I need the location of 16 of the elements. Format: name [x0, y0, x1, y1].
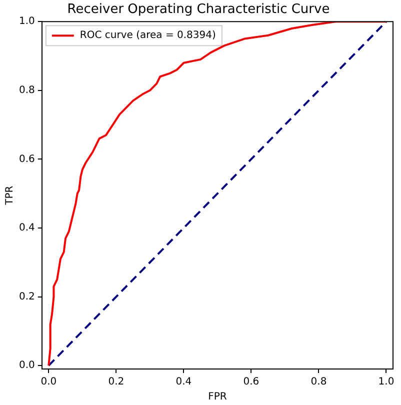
- y-tick-label: 1.0: [18, 16, 35, 28]
- legend-label: ROC curve (area = 0.8394): [80, 30, 216, 42]
- x-tick-label: 0.6: [243, 376, 260, 388]
- y-tick-label: 0.6: [18, 154, 35, 165]
- y-tick-label: 0.8: [18, 84, 35, 96]
- y-tick-label: 0.0: [18, 360, 35, 372]
- chart-title: Receiver Operating Characteristic Curve: [67, 2, 330, 18]
- x-tick-label: 1.0: [378, 376, 394, 388]
- y-tick-label: 0.2: [18, 291, 35, 302]
- x-tick-label: 0.4: [176, 376, 192, 388]
- x-tick-label: 0.0: [40, 376, 57, 388]
- y-axis-title: TPR: [4, 186, 16, 206]
- y-tick-label: 0.4: [18, 222, 35, 234]
- x-axis-title: FPR: [208, 392, 227, 403]
- x-tick-label: 0.8: [310, 376, 327, 388]
- x-tick-label: 0.2: [108, 376, 124, 388]
